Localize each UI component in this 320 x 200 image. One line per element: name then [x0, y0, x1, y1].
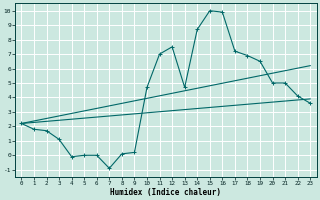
X-axis label: Humidex (Indice chaleur): Humidex (Indice chaleur): [110, 188, 221, 197]
